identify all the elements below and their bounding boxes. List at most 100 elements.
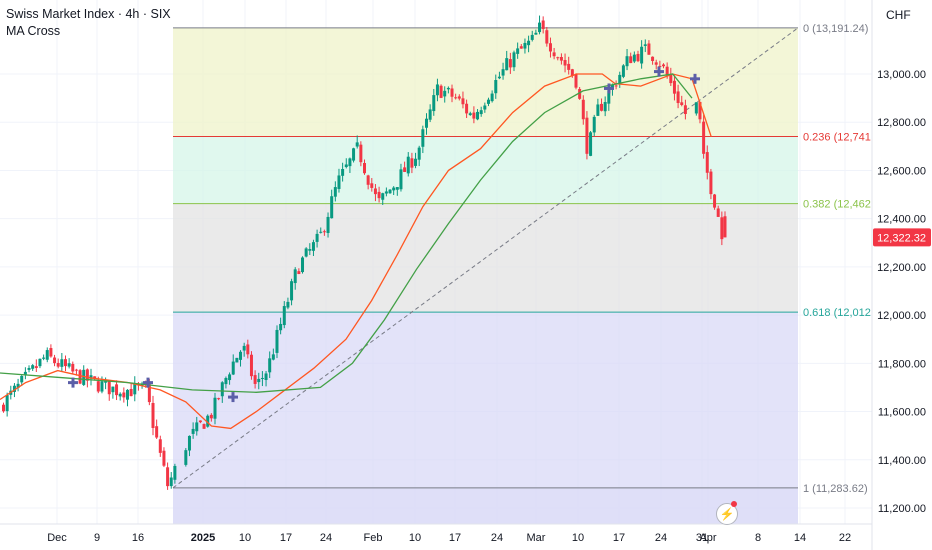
symbol-title[interactable]: Swiss Market Index · 4h · SIX xyxy=(6,7,171,21)
fib-trend-line xyxy=(172,27,799,489)
fib-level-label: 0.236 (12,741.04) xyxy=(803,131,890,143)
candle-body xyxy=(629,56,633,64)
candle-body xyxy=(173,465,177,480)
candle-body xyxy=(359,144,363,163)
candle-body xyxy=(301,257,305,273)
indicator-label[interactable]: MA Cross xyxy=(6,24,61,38)
x-tick-label: 10 xyxy=(239,532,251,544)
x-tick-label: 8 xyxy=(755,532,761,544)
candle-body xyxy=(147,384,151,403)
x-tick-label: 9 xyxy=(94,532,100,544)
candle-body xyxy=(406,156,410,174)
candle-body xyxy=(505,58,509,71)
fast-ma-line xyxy=(0,73,712,430)
candle-body xyxy=(122,392,126,398)
candle-body xyxy=(23,371,27,376)
x-tick-label: 10 xyxy=(572,532,584,544)
x-tick-label: 24 xyxy=(320,532,332,544)
candle-body xyxy=(89,375,93,379)
x-tick-label: 14 xyxy=(794,532,806,544)
candle-body xyxy=(322,231,326,233)
candle-body xyxy=(516,48,520,54)
candle-body xyxy=(253,375,257,384)
x-tick-label: 31 xyxy=(696,532,708,544)
candle-body xyxy=(82,369,86,385)
y-tick-label: 13,000.00 xyxy=(877,69,926,81)
candle-body xyxy=(424,118,428,128)
candle-body xyxy=(421,129,425,147)
candle-body xyxy=(705,152,709,173)
candle-body xyxy=(585,117,589,154)
candle-body xyxy=(483,105,487,110)
candle-body xyxy=(63,359,67,367)
candle-body xyxy=(5,395,9,412)
y-tick-label: 11,200.00 xyxy=(878,503,926,515)
candle-body xyxy=(125,389,129,400)
candle-body xyxy=(202,424,206,429)
lightning-icon[interactable]: ⚡ xyxy=(716,503,738,525)
x-tick-label: Apr xyxy=(699,532,716,544)
candle-body xyxy=(93,376,97,379)
candle-body xyxy=(479,110,483,115)
candle-body xyxy=(676,91,680,104)
candle-body xyxy=(578,88,582,99)
candle-body xyxy=(563,60,567,66)
candle-body xyxy=(326,216,330,233)
candle-body xyxy=(512,52,516,68)
candle-body xyxy=(311,242,315,251)
candle-body xyxy=(344,164,348,168)
candle-body xyxy=(286,301,290,308)
candle-body xyxy=(596,104,600,116)
candle-body xyxy=(559,57,563,61)
candle-body xyxy=(268,358,272,373)
candle-body xyxy=(618,74,622,84)
candle-body xyxy=(680,102,684,106)
candle-body xyxy=(224,378,228,385)
y-tick-label: 12,200.00 xyxy=(877,262,926,274)
fib-zone-1 xyxy=(173,312,798,488)
candle-body xyxy=(195,422,199,432)
candle-body xyxy=(220,382,224,397)
candle-body xyxy=(709,171,713,195)
candle-body xyxy=(399,169,403,190)
candle-body xyxy=(96,381,100,392)
candle-body xyxy=(457,96,461,99)
candle-body xyxy=(366,175,370,185)
candle-body xyxy=(574,74,578,88)
candle-body xyxy=(581,99,585,120)
candle-body xyxy=(12,385,16,392)
candle-body xyxy=(260,377,264,379)
currency-label[interactable]: CHF xyxy=(886,8,911,22)
candle-body xyxy=(432,95,436,112)
current-price-label: 12,322.32 xyxy=(877,232,926,244)
price-axis-panel xyxy=(872,0,932,550)
candle-body xyxy=(446,87,450,90)
candle-body xyxy=(494,80,498,94)
candle-body xyxy=(242,345,246,351)
candle-body xyxy=(257,378,261,383)
candle-body xyxy=(85,369,89,381)
candle-body xyxy=(31,365,35,369)
candle-body xyxy=(162,450,166,466)
candle-body xyxy=(490,93,494,102)
candle-body xyxy=(333,187,337,197)
slow-ma-line xyxy=(0,73,693,393)
candle-body xyxy=(454,97,458,99)
x-tick-label: 10 xyxy=(409,532,421,544)
candle-body xyxy=(713,194,717,208)
candle-body xyxy=(337,175,341,189)
candle-body xyxy=(373,188,377,195)
x-tick-label: 17 xyxy=(449,532,461,544)
candle-body xyxy=(632,54,636,62)
candle-body xyxy=(468,113,472,116)
y-tick-label: 12,000.00 xyxy=(877,310,926,322)
candle-body xyxy=(264,373,268,380)
y-tick-label: 11,600.00 xyxy=(878,407,926,419)
candle-body xyxy=(662,64,666,67)
y-tick-label: 12,600.00 xyxy=(877,165,926,177)
chart-legend: Swiss Market Index · 4h · SIX MA Cross xyxy=(6,6,171,40)
candle-body xyxy=(519,46,523,49)
fib-zone-0.382 xyxy=(173,136,798,204)
candle-body xyxy=(640,46,644,64)
